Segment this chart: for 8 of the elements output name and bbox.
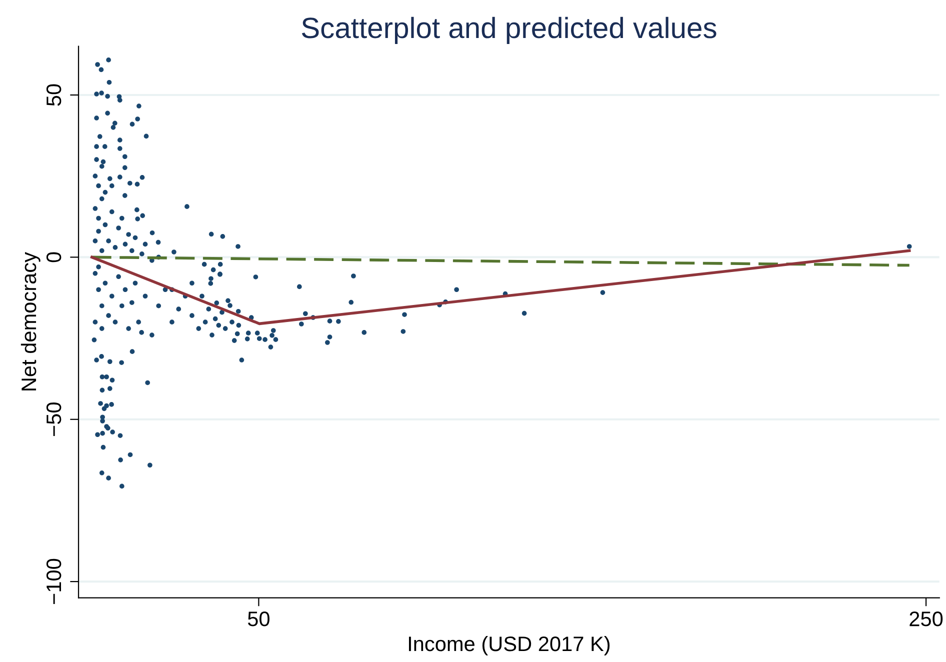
x-tick-label: 250	[910, 612, 943, 626]
y-tick-label: 0	[46, 252, 62, 262]
chart-title: Scatterplot and predicted values	[302, 16, 716, 44]
y-tick-label: 50	[46, 84, 62, 106]
y-tick-label: −50	[46, 402, 62, 436]
y-tick-label: −100	[46, 558, 62, 604]
x-axis-title: Income (USD 2017 K)	[408, 636, 610, 656]
y-axis-title: Net democracy	[20, 252, 40, 390]
